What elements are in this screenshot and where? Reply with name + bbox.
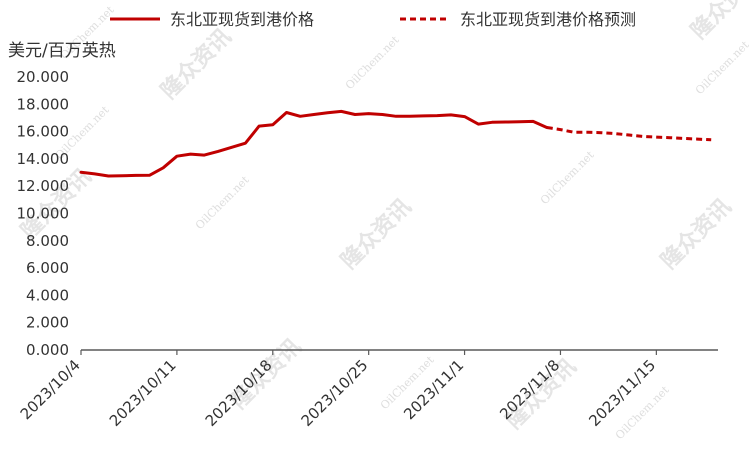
- x-tick-label: 2023/11/15: [585, 356, 659, 430]
- y-tick-label: 16.000: [17, 123, 70, 141]
- watermark-text: 隆众资讯: [687, 0, 751, 44]
- legend-label-forecast: 东北亚现货到港价格预测: [460, 10, 636, 29]
- y-tick-label: 6.000: [26, 259, 69, 277]
- series-line-forecast: [546, 126, 712, 142]
- watermark-text: 隆众资讯: [657, 194, 737, 274]
- y-tick-label: 0.000: [26, 341, 69, 359]
- y-tick-label: 12.000: [17, 177, 70, 195]
- legend-label-actual: 东北亚现货到港价格: [170, 10, 314, 29]
- x-tick-label: 2023/10/11: [106, 356, 180, 430]
- series-line-actual: [79, 109, 549, 178]
- y-tick-label: 2.000: [26, 314, 69, 332]
- x-tick-label: 2023/11/1: [400, 356, 467, 423]
- y-axis-ticks: 0.000 2.000 4.000 6.000 8.000 10.000 12.000 14.…: [17, 68, 70, 359]
- watermark-text-en: OilChem.net: [693, 38, 751, 97]
- watermark-text: 隆众资讯: [337, 194, 417, 274]
- legend: 东北亚现货到港价格 东北亚现货到港价格预测: [110, 10, 636, 29]
- watermark-text-en: OilChem.net: [193, 173, 252, 232]
- x-tick-label: 2023/10/4: [17, 356, 84, 423]
- y-tick-label: 4.000: [26, 286, 69, 304]
- watermark-text-en: OilChem.net: [538, 148, 597, 207]
- y-tick-label: 8.000: [26, 232, 69, 250]
- y-tick-label: 10.000: [17, 205, 70, 223]
- series-layer: [79, 109, 712, 178]
- y-tick-label: 14.000: [17, 150, 70, 168]
- y-tick-label: 20.000: [17, 68, 70, 86]
- watermark-text-en: OilChem.net: [343, 33, 402, 92]
- y-tick-label: 18.000: [17, 95, 70, 113]
- x-tick-label: 2023/10/25: [298, 356, 372, 430]
- y-axis-unit-label: 美元/百万英热: [8, 41, 116, 61]
- watermark-text: 隆众资讯: [157, 24, 237, 104]
